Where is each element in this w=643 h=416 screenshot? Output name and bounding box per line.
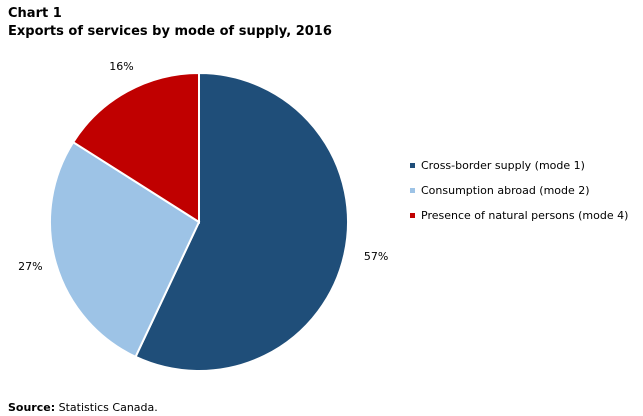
pie-slice-2 <box>49 140 201 359</box>
legend-item-mode-2: Consumption abroad (mode 2) <box>410 178 628 203</box>
legend-label-mode-1: Cross-border supply (mode 1) <box>421 159 585 172</box>
legend-swatch-mode-4 <box>410 213 415 218</box>
source-note: Source: Statistics Canada. <box>8 401 158 414</box>
legend-item-mode-4: Presence of natural persons (mode 4) <box>410 203 628 228</box>
pie-slice-label-2: 27% <box>18 260 42 273</box>
legend-label-mode-2: Consumption abroad (mode 2) <box>421 184 590 197</box>
source-label: Source: <box>8 401 56 414</box>
legend: Cross-border supply (mode 1) Consumption… <box>410 153 628 228</box>
pie-slice-label-1: 57% <box>364 250 388 263</box>
legend-swatch-mode-1 <box>410 163 415 168</box>
chart-label: Chart 1 <box>8 6 62 21</box>
legend-swatch-mode-2 <box>410 188 415 193</box>
source-text: Statistics Canada. <box>55 401 158 414</box>
pie-slice-3 <box>71 71 200 224</box>
legend-label-mode-4: Presence of natural persons (mode 4) <box>421 209 629 222</box>
pie-slice-label-3: 16% <box>109 60 133 73</box>
legend-item-mode-1: Cross-border supply (mode 1) <box>410 153 628 178</box>
chart-title: Exports of services by mode of supply, 2… <box>8 24 332 39</box>
pie-slice-1 <box>134 71 349 372</box>
